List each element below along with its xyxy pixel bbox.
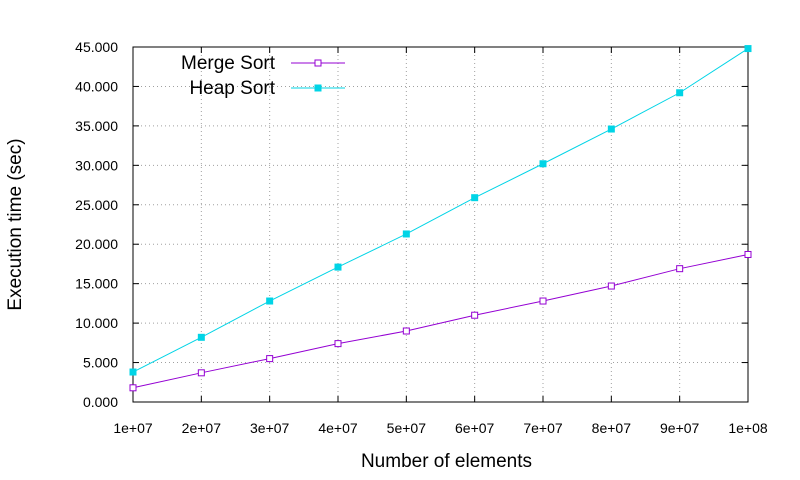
data-point (607, 125, 615, 133)
data-point (129, 384, 137, 392)
data-point (676, 265, 684, 273)
legend-entry: Merge Sort (181, 53, 345, 74)
x-tick-label: 1e+07 (113, 420, 153, 436)
legend-label: Heap Sort (189, 78, 275, 99)
y-axis-title: Execution time (sec) (5, 138, 26, 310)
data-point (402, 230, 410, 238)
x-axis-title: Number of elements (361, 451, 532, 472)
x-tick-label: 5e+07 (387, 420, 427, 436)
legend-label: Merge Sort (181, 53, 276, 74)
y-tick-label: 45.000 (75, 39, 118, 55)
x-tick-label: 6e+07 (455, 420, 495, 436)
y-tick-label: 0.000 (83, 394, 118, 410)
y-tick-label: 5.000 (83, 355, 118, 371)
x-tick-label: 7e+07 (523, 420, 563, 436)
legend: Merge Sort Heap Sort (181, 53, 345, 99)
data-point (539, 160, 547, 168)
data-point (266, 355, 274, 363)
y-tick-label: 40.000 (75, 78, 118, 94)
series-1 (129, 45, 752, 376)
data-point (197, 369, 205, 377)
data-point (266, 297, 274, 305)
axis-ticks: 0.000 5.000 10.000 15.000 20.000 25.000 30.000… (75, 39, 768, 436)
data-point (471, 194, 479, 202)
data-point (607, 282, 615, 290)
x-tick-label: 4e+07 (318, 420, 358, 436)
y-tick-label: 30.000 (75, 157, 118, 173)
series (129, 45, 752, 392)
data-point (539, 297, 547, 305)
series-line (132, 253, 749, 389)
series-0 (129, 250, 752, 392)
x-tick-label: 3e+07 (250, 420, 290, 436)
plot-frame (132, 46, 749, 403)
data-point (334, 263, 342, 271)
x-tick-label: 2e+07 (182, 420, 222, 436)
legend-marker (314, 59, 322, 67)
data-point (129, 368, 137, 376)
grid (133, 47, 748, 402)
data-point (197, 333, 205, 341)
data-point (334, 340, 342, 348)
y-tick-label: 25.000 (75, 197, 118, 213)
data-point (676, 89, 684, 97)
data-point (744, 45, 752, 53)
legend-marker (314, 84, 322, 92)
x-tick-label: 9e+07 (660, 420, 700, 436)
x-tick-label: 1e+08 (728, 420, 768, 436)
x-tick-label: 8e+07 (592, 420, 632, 436)
y-tick-label: 15.000 (75, 276, 118, 292)
y-tick-label: 35.000 (75, 118, 118, 134)
data-point (471, 311, 479, 319)
data-point (402, 327, 410, 335)
legend-entry: Heap Sort (189, 78, 345, 99)
data-point (744, 250, 752, 258)
y-tick-label: 10.000 (75, 315, 118, 331)
series-line (132, 48, 749, 373)
y-tick-label: 20.000 (75, 236, 118, 252)
